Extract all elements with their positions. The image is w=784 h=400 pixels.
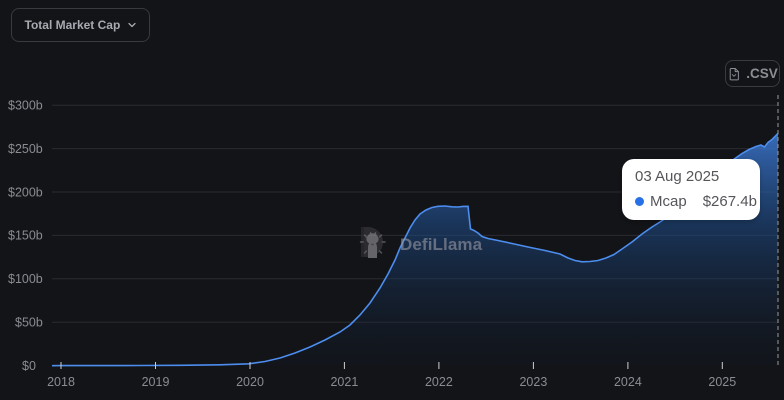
svg-text:$300b: $300b bbox=[8, 99, 43, 113]
svg-text:$100b: $100b bbox=[8, 272, 43, 286]
svg-text:2024: 2024 bbox=[614, 375, 642, 389]
svg-text:2018: 2018 bbox=[47, 375, 75, 389]
svg-text:2020: 2020 bbox=[236, 375, 264, 389]
svg-text:$150b: $150b bbox=[8, 229, 43, 243]
svg-text:$250b: $250b bbox=[8, 142, 43, 156]
svg-text:2023: 2023 bbox=[519, 375, 547, 389]
svg-text:2025: 2025 bbox=[708, 375, 736, 389]
svg-text:2022: 2022 bbox=[425, 375, 453, 389]
svg-text:$50b: $50b bbox=[15, 316, 43, 330]
svg-text:2021: 2021 bbox=[330, 375, 358, 389]
svg-text:$0: $0 bbox=[22, 359, 36, 373]
svg-text:2019: 2019 bbox=[142, 375, 170, 389]
svg-text:$200b: $200b bbox=[8, 185, 43, 199]
